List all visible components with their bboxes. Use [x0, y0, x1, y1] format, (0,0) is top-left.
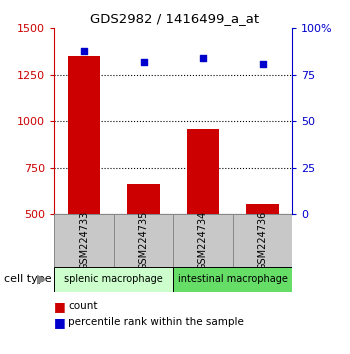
Point	[200, 55, 206, 61]
Bar	[246, 204, 279, 214]
Point	[81, 48, 87, 53]
Text: count: count	[68, 301, 98, 311]
FancyBboxPatch shape	[114, 214, 173, 267]
Text: intestinal macrophage: intestinal macrophage	[178, 274, 288, 284]
Text: GSM224736: GSM224736	[258, 211, 267, 270]
Bar	[127, 184, 160, 214]
Point	[141, 59, 146, 65]
Text: cell type: cell type	[4, 274, 51, 284]
FancyBboxPatch shape	[54, 214, 114, 267]
Text: GDS2982 / 1416499_a_at: GDS2982 / 1416499_a_at	[90, 12, 260, 25]
FancyBboxPatch shape	[173, 214, 233, 267]
FancyBboxPatch shape	[233, 214, 292, 267]
Text: splenic macrophage: splenic macrophage	[64, 274, 163, 284]
Text: percentile rank within the sample: percentile rank within the sample	[68, 317, 244, 327]
Text: GSM224735: GSM224735	[139, 211, 148, 270]
FancyBboxPatch shape	[54, 267, 173, 292]
Text: ■: ■	[54, 316, 66, 329]
Text: GSM224734: GSM224734	[198, 211, 208, 270]
FancyBboxPatch shape	[173, 267, 292, 292]
Text: ■: ■	[54, 300, 66, 313]
Point	[260, 61, 265, 67]
Bar	[187, 129, 219, 214]
Bar	[68, 56, 100, 214]
Text: GSM224733: GSM224733	[79, 211, 89, 270]
Text: ▶: ▶	[36, 273, 46, 286]
